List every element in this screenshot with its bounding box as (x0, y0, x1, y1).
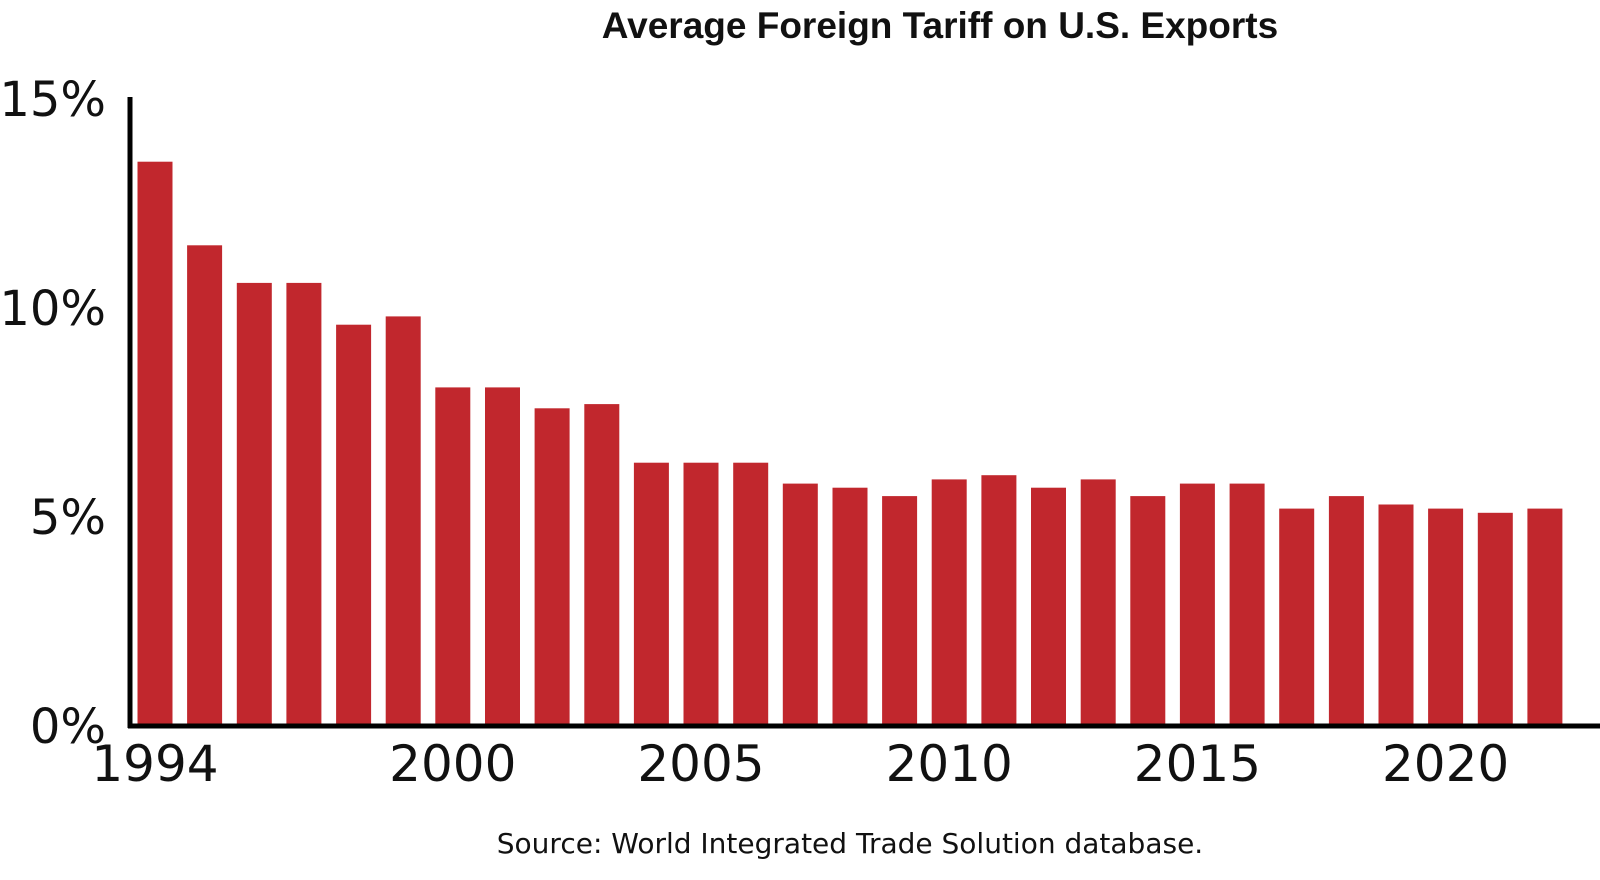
x-tick-label: 2010 (886, 735, 1013, 793)
y-tick-label: 5% (30, 490, 106, 546)
bar-2004 (633, 462, 669, 726)
bar-1998 (336, 324, 372, 726)
bar-2022 (1527, 508, 1563, 726)
source-note: Source: World Integrated Trade Solution … (497, 827, 1203, 860)
bar-1996 (236, 282, 272, 726)
bar-2009 (882, 496, 918, 726)
bar-2001 (485, 387, 520, 726)
bar-2002 (534, 408, 570, 726)
x-tick-label: 2020 (1382, 735, 1509, 793)
bar-2010 (931, 479, 967, 726)
bar-2008 (832, 487, 868, 726)
y-axis-ticks: 0% 5% 10% 15% (0, 72, 106, 755)
bar-2003 (584, 404, 620, 726)
x-tick-label: 2000 (389, 735, 516, 793)
y-tick-label: 15% (0, 72, 106, 128)
bar-2012 (1031, 487, 1066, 726)
bar-2007 (782, 483, 818, 726)
bar-2000 (435, 387, 471, 726)
bar-2006 (733, 462, 769, 726)
bar-1994 (137, 161, 173, 726)
x-tick-label: 2005 (637, 735, 764, 793)
bar-2015 (1179, 483, 1215, 726)
bar-2018 (1328, 496, 1364, 726)
bar-2016 (1229, 483, 1265, 726)
bar-2014 (1130, 496, 1166, 726)
x-axis-ticks: 1994 2000 2005 2010 2015 2020 (91, 735, 1509, 793)
bar-1995 (187, 245, 223, 727)
y-tick-label: 0% (30, 699, 106, 755)
bar-2013 (1080, 479, 1116, 726)
bar-2021 (1477, 512, 1513, 726)
bar-2017 (1279, 508, 1315, 726)
bar-2005 (683, 462, 719, 726)
bar-1997 (286, 282, 322, 726)
x-tick-label: 1994 (91, 735, 218, 793)
bar-2020 (1428, 508, 1464, 726)
bars-group (137, 161, 1563, 727)
y-tick-label: 10% (0, 281, 106, 337)
chart-title: Average Foreign Tariff on U.S. Exports (602, 5, 1278, 46)
x-tick-label: 2015 (1134, 735, 1261, 793)
bar-2011 (981, 475, 1017, 726)
bar-2019 (1378, 504, 1414, 726)
bar-1999 (385, 316, 421, 726)
